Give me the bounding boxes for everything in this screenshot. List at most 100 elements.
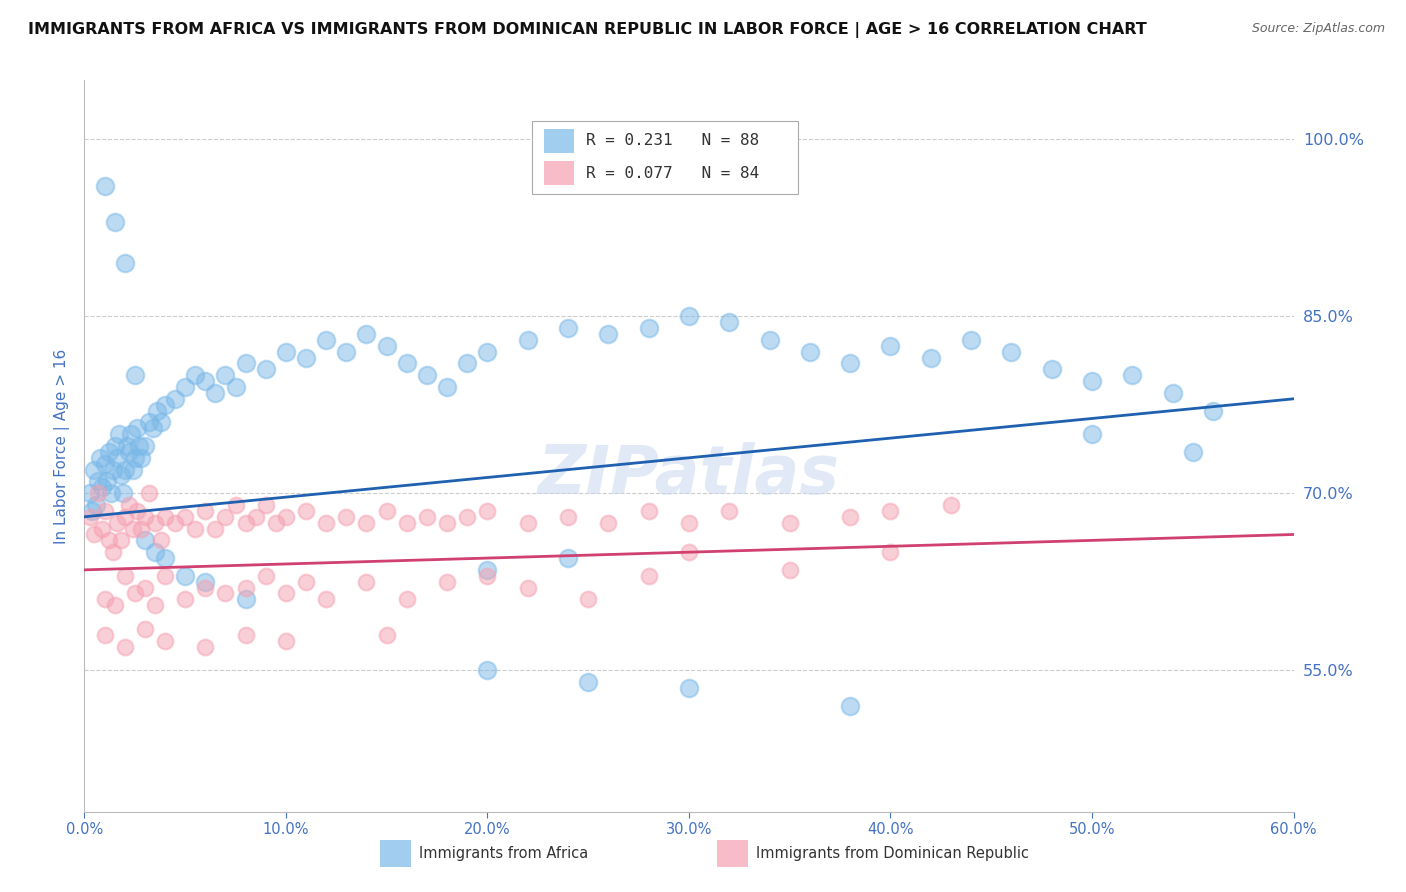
Immigrants from Africa <box>375 339 398 353</box>
Immigrants from Dominican Republic <box>114 640 136 654</box>
Immigrants from Africa <box>125 421 148 435</box>
Immigrants from Dominican Republic <box>779 516 801 530</box>
Immigrants from Dominican Republic <box>83 527 105 541</box>
Immigrants from Dominican Republic <box>194 504 217 518</box>
Immigrants from Africa <box>254 362 277 376</box>
FancyBboxPatch shape <box>544 161 574 185</box>
Immigrants from Africa <box>335 344 357 359</box>
Immigrants from Africa <box>91 480 114 494</box>
Immigrants from Africa <box>165 392 187 406</box>
Immigrants from Africa <box>416 368 439 383</box>
Immigrants from Dominican Republic <box>143 599 166 613</box>
Immigrants from Africa <box>356 326 378 341</box>
Immigrants from Dominican Republic <box>129 522 152 536</box>
Immigrants from Africa <box>1040 362 1063 376</box>
Immigrants from Dominican Republic <box>456 509 478 524</box>
Immigrants from Africa <box>100 486 122 500</box>
Immigrants from Africa <box>879 339 901 353</box>
Immigrants from Africa <box>637 321 659 335</box>
Immigrants from Dominican Republic <box>678 545 700 559</box>
Immigrants from Dominican Republic <box>114 509 136 524</box>
Immigrants from Dominican Republic <box>143 516 166 530</box>
Immigrants from Dominican Republic <box>91 522 114 536</box>
Immigrants from Dominican Republic <box>557 509 579 524</box>
Immigrants from Dominican Republic <box>516 581 538 595</box>
Immigrants from Africa <box>839 698 862 713</box>
Immigrants from Dominican Republic <box>235 628 257 642</box>
Immigrants from Dominican Republic <box>295 504 318 518</box>
Immigrants from Dominican Republic <box>105 516 128 530</box>
Immigrants from Africa <box>89 450 111 465</box>
Immigrants from Africa <box>1000 344 1022 359</box>
Text: Source: ZipAtlas.com: Source: ZipAtlas.com <box>1251 22 1385 36</box>
Immigrants from Africa <box>134 533 156 548</box>
Immigrants from Africa <box>105 450 128 465</box>
Immigrants from Dominican Republic <box>274 509 297 524</box>
Immigrants from Dominican Republic <box>416 509 439 524</box>
Immigrants from Dominican Republic <box>153 568 176 582</box>
Immigrants from Africa <box>143 545 166 559</box>
Immigrants from Dominican Republic <box>138 486 160 500</box>
Immigrants from Dominican Republic <box>274 586 297 600</box>
Immigrants from Africa <box>174 380 197 394</box>
Immigrants from Africa <box>120 427 142 442</box>
Immigrants from Africa <box>146 403 169 417</box>
Immigrants from Dominican Republic <box>134 509 156 524</box>
Immigrants from Africa <box>83 462 105 476</box>
Immigrants from Dominican Republic <box>214 509 236 524</box>
Immigrants from Africa <box>295 351 318 365</box>
Immigrants from Africa <box>576 675 599 690</box>
Immigrants from Africa <box>124 450 146 465</box>
Immigrants from Dominican Republic <box>436 516 458 530</box>
Immigrants from Africa <box>214 368 236 383</box>
Immigrants from Africa <box>516 333 538 347</box>
Immigrants from Dominican Republic <box>97 533 120 548</box>
Immigrants from Africa <box>128 439 150 453</box>
Immigrants from Dominican Republic <box>79 509 101 524</box>
Immigrants from Dominican Republic <box>165 516 187 530</box>
Immigrants from Africa <box>110 468 132 483</box>
Immigrants from Dominican Republic <box>718 504 741 518</box>
Immigrants from Africa <box>138 416 160 430</box>
Immigrants from Africa <box>97 445 120 459</box>
Immigrants from Dominican Republic <box>124 586 146 600</box>
Immigrants from Dominican Republic <box>87 486 110 500</box>
Immigrants from Dominican Republic <box>149 533 172 548</box>
Immigrants from Dominican Republic <box>879 545 901 559</box>
Immigrants from Dominican Republic <box>436 574 458 589</box>
Immigrants from Dominican Republic <box>225 498 247 512</box>
Immigrants from Africa <box>1161 385 1184 400</box>
Immigrants from Dominican Republic <box>235 581 257 595</box>
Immigrants from Africa <box>315 333 337 347</box>
Immigrants from Africa <box>1202 403 1225 417</box>
Immigrants from Dominican Republic <box>375 504 398 518</box>
Immigrants from Africa <box>1181 445 1204 459</box>
Immigrants from Africa <box>93 457 115 471</box>
Immigrants from Africa <box>153 551 176 566</box>
Immigrants from Africa <box>204 385 226 400</box>
Immigrants from Dominican Republic <box>153 633 176 648</box>
Immigrants from Dominican Republic <box>779 563 801 577</box>
Immigrants from Dominican Republic <box>598 516 620 530</box>
Immigrants from Africa <box>839 356 862 370</box>
Immigrants from Africa <box>920 351 942 365</box>
Immigrants from Africa <box>718 315 741 329</box>
Immigrants from Africa <box>456 356 478 370</box>
Immigrants from Dominican Republic <box>356 574 378 589</box>
Immigrants from Africa <box>758 333 780 347</box>
Immigrants from Dominican Republic <box>134 581 156 595</box>
Immigrants from Africa <box>678 310 700 324</box>
Immigrants from Africa <box>82 504 104 518</box>
Immigrants from Africa <box>96 475 118 489</box>
Immigrants from Dominican Republic <box>204 522 226 536</box>
FancyBboxPatch shape <box>531 120 797 194</box>
Immigrants from Africa <box>87 475 110 489</box>
Immigrants from Dominican Republic <box>395 516 418 530</box>
Immigrants from Africa <box>235 592 257 607</box>
Immigrants from Dominican Republic <box>110 533 132 548</box>
Immigrants from Africa <box>1081 374 1104 388</box>
Immigrants from Dominican Republic <box>375 628 398 642</box>
Immigrants from Africa <box>121 462 143 476</box>
Immigrants from Africa <box>1121 368 1143 383</box>
FancyBboxPatch shape <box>544 129 574 153</box>
